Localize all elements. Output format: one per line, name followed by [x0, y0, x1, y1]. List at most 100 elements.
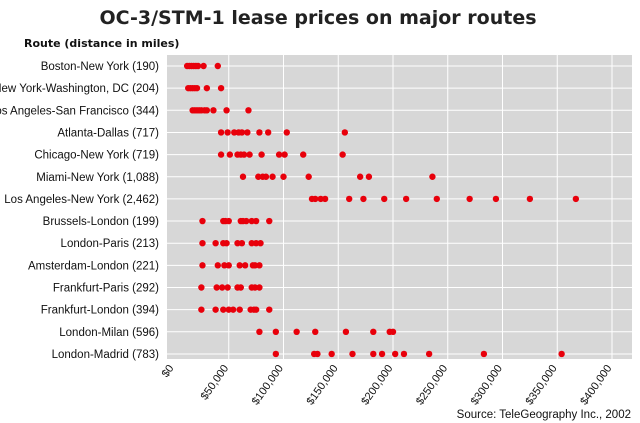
price-point — [341, 129, 349, 136]
price-point — [234, 240, 241, 247]
route-label: Brussels-London (199) — [43, 216, 160, 228]
price-point — [314, 350, 321, 358]
price-point — [272, 350, 280, 358]
price-point — [224, 129, 231, 136]
price-point — [266, 306, 273, 313]
price-point — [199, 262, 206, 269]
price-point — [240, 151, 248, 158]
price-point — [293, 328, 300, 335]
price-point — [193, 84, 201, 92]
price-point — [305, 173, 312, 180]
price-point — [243, 217, 250, 225]
price-point — [252, 240, 260, 247]
price-point — [257, 240, 264, 247]
price-point — [346, 195, 353, 203]
price-point — [200, 62, 207, 70]
price-point — [252, 306, 260, 313]
price-point — [378, 350, 386, 358]
price-point — [280, 173, 287, 180]
price-point — [269, 173, 276, 180]
price-point — [213, 284, 220, 291]
route-label: London-Madrid (783) — [52, 349, 160, 361]
route-label: Frankfurt-Paris (292) — [53, 283, 159, 295]
price-point — [480, 350, 488, 358]
price-point — [212, 306, 219, 313]
price-point — [283, 129, 290, 136]
price-point — [251, 284, 259, 291]
price-point — [312, 328, 319, 335]
route-label: Atlanta-Dallas (717) — [57, 127, 159, 139]
price-point — [245, 107, 252, 114]
price-point — [214, 262, 221, 269]
price-point — [272, 328, 280, 335]
price-point — [365, 173, 373, 180]
price-point — [198, 284, 205, 291]
price-point — [558, 350, 565, 358]
price-point — [429, 173, 436, 180]
price-point — [281, 151, 288, 158]
price-point — [360, 195, 367, 203]
price-point — [356, 173, 364, 180]
price-point — [231, 129, 238, 136]
price-point — [256, 129, 263, 136]
route-label: Los Angeles-New York (2,462) — [4, 194, 159, 206]
price-point — [203, 84, 211, 92]
route-label: Los Angeles-San Francisco (344) — [0, 105, 159, 117]
x-tick-label: $250,000 — [414, 363, 450, 407]
price-point — [214, 62, 221, 70]
price-point — [225, 306, 232, 313]
price-point — [572, 195, 580, 203]
route-label: Amsterdam-London (221) — [28, 260, 159, 272]
price-point — [258, 151, 265, 158]
price-point — [229, 306, 237, 313]
source-note: Source: TeleGeography Inc., 2002 — [457, 409, 631, 421]
price-point — [312, 195, 319, 203]
price-point — [224, 284, 231, 291]
y-axis-label: Route (distance in miles) — [24, 37, 179, 50]
price-point — [339, 151, 346, 158]
plot-area — [167, 55, 632, 359]
price-point — [248, 217, 255, 225]
price-point — [226, 151, 234, 158]
price-point — [321, 195, 329, 203]
price-point — [400, 350, 408, 358]
price-point — [391, 350, 399, 358]
price-point — [381, 195, 388, 203]
route-label: London-Milan (596) — [59, 327, 159, 339]
x-tick-label: $0 — [160, 363, 177, 380]
price-point — [370, 328, 377, 335]
price-point — [217, 129, 225, 136]
price-point — [492, 195, 500, 203]
price-point — [241, 262, 249, 269]
route-label: Miami-New York (1,088) — [36, 172, 159, 184]
price-point — [225, 217, 232, 225]
price-point — [210, 107, 217, 114]
price-point — [236, 306, 243, 313]
price-point — [248, 240, 255, 247]
price-point — [225, 262, 232, 269]
price-point — [199, 240, 206, 247]
price-point — [370, 350, 377, 358]
price-point — [246, 151, 253, 158]
price-point — [217, 151, 225, 158]
price-point — [264, 129, 272, 136]
price-point — [238, 240, 246, 247]
route-label: New York-Washington, DC (204) — [0, 83, 159, 95]
x-tick-label: $350,000 — [524, 363, 560, 407]
price-point — [425, 350, 433, 358]
price-point — [328, 350, 335, 358]
price-point — [255, 173, 262, 180]
price-point — [237, 284, 244, 291]
price-point — [238, 129, 246, 136]
price-point — [217, 84, 225, 92]
x-tick-label: $300,000 — [469, 363, 505, 407]
price-point — [198, 306, 205, 313]
data-points — [183, 62, 580, 358]
chart-title: OC-3/STM-1 lease prices on major routes — [99, 7, 536, 29]
price-point — [349, 350, 356, 358]
x-tick-label: $50,000 — [199, 363, 232, 402]
price-point — [256, 284, 263, 291]
price-point — [212, 240, 219, 247]
price-point — [466, 195, 473, 203]
price-point — [275, 151, 283, 158]
